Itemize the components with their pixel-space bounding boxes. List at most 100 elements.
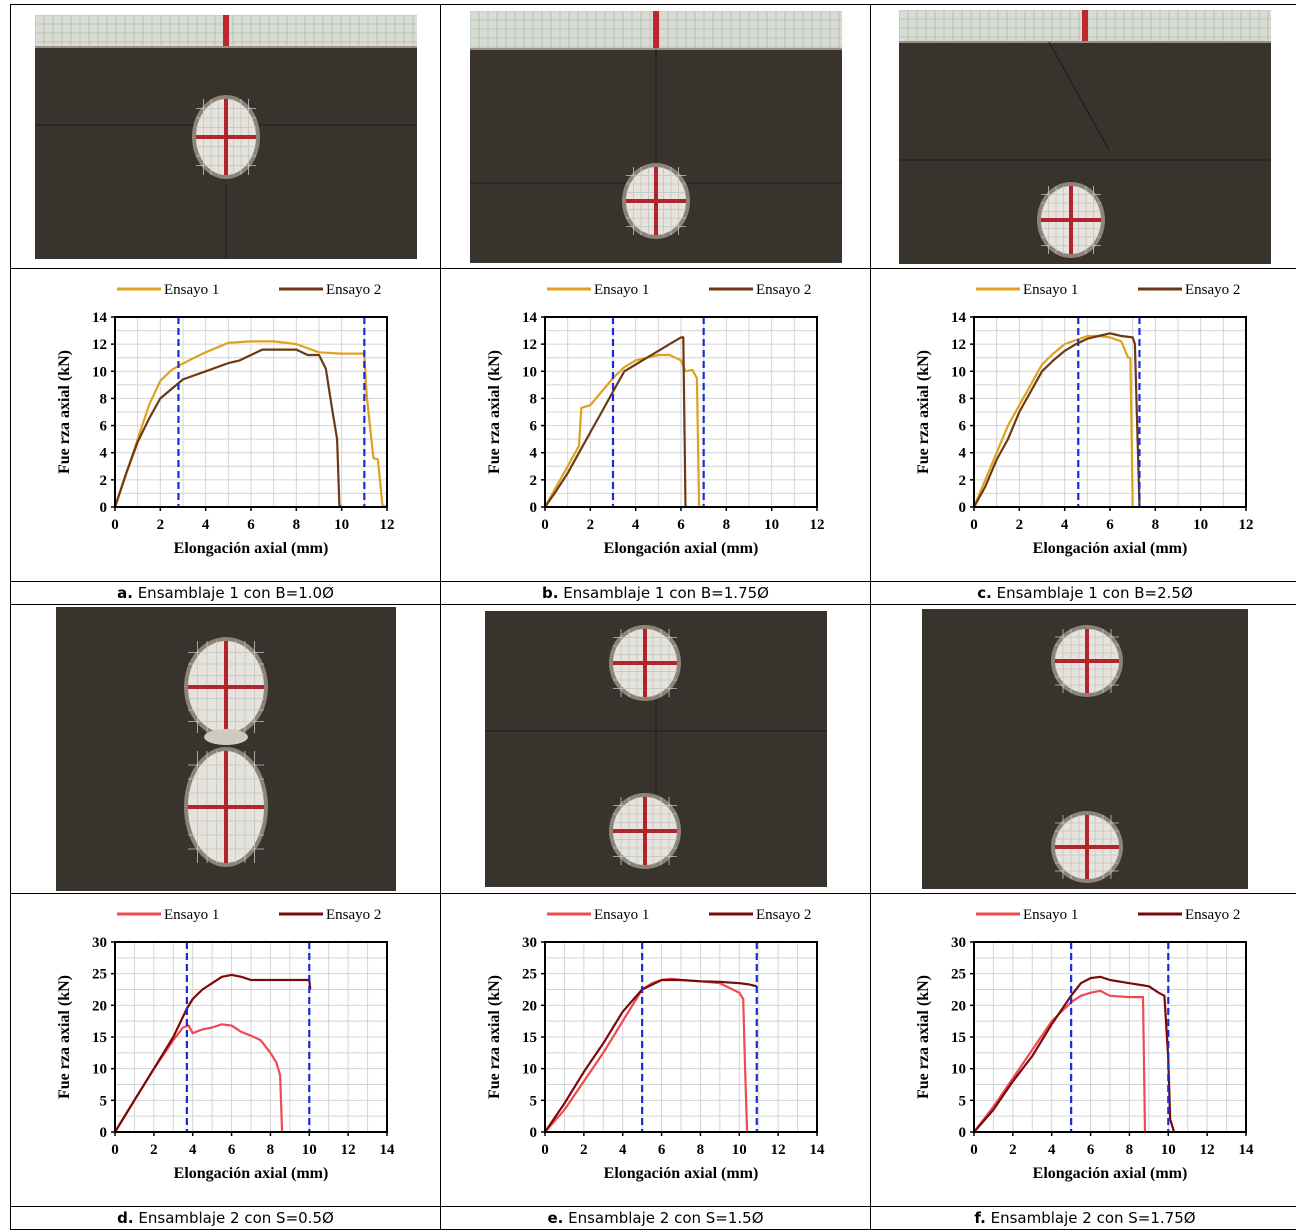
- y-tick-label: 10: [92, 1062, 107, 1078]
- y-tick-label: 30: [92, 935, 107, 951]
- bolt-hole-upper: [1051, 625, 1123, 697]
- y-tick-label: 4: [529, 446, 537, 462]
- chart-cell: Ensayo 1 Ensayo 2 0 2 4 6 8 10 12 14 0 5 10 15 20 25 30 E…: [870, 893, 1296, 1207]
- y-tick-label: 5: [959, 1093, 967, 1109]
- caption-a: a. Ensamblaje 1 con B=1.0Ø: [10, 581, 441, 605]
- y-tick-label: 0: [959, 500, 967, 516]
- x-tick-label: 4: [1048, 1142, 1056, 1158]
- y-tick-label: 20: [92, 998, 107, 1014]
- x-tick-label: 12: [809, 517, 824, 533]
- x-axis-label: Elongación axial (mm): [173, 1165, 328, 1182]
- x-tick-label: 12: [1239, 517, 1254, 533]
- x-tick-label: 6: [227, 1142, 235, 1158]
- x-tick-label: 10: [1193, 517, 1208, 533]
- bolt-hole: [191, 94, 260, 179]
- x-tick-label: 8: [266, 1142, 274, 1158]
- caption-e: e. Ensamblaje 2 con S=1.5Ø: [440, 1206, 871, 1230]
- specimen-photo-a: [34, 14, 417, 259]
- red-marker: [222, 14, 229, 47]
- y-tick-label: 6: [959, 419, 967, 435]
- chart-a: Ensayo 1 Ensayo 2 0 2 4 6 8 10 12 0 2 4 6 8 10 12 14 Elon…: [56, 282, 395, 557]
- photo-cell: [10, 604, 441, 894]
- specimen-photo-c: [899, 9, 1271, 264]
- legend-label: Ensayo 2: [1185, 282, 1240, 298]
- x-tick-label: 4: [631, 517, 639, 533]
- y-tick-label: 0: [99, 500, 107, 516]
- y-tick-label: 10: [522, 364, 537, 380]
- x-axis-label: Elongación axial (mm): [173, 540, 328, 557]
- caption-text: Ensamblaje 1 con B=1.0Ø: [137, 584, 334, 602]
- y-tick-label: 6: [529, 419, 537, 435]
- chart-d: Ensayo 1 Ensayo 2 0 2 4 6 8 10 12 14 0 5 10 15 20 25 30 E…: [56, 907, 395, 1182]
- y-tick-label: 2: [99, 473, 107, 489]
- y-tick-label: 2: [529, 473, 537, 489]
- y-tick-label: 0: [99, 1125, 107, 1141]
- series-line: [543, 977, 748, 1133]
- caption-c: c. Ensamblaje 1 con B=2.5Ø: [870, 581, 1296, 605]
- photo-cell: [870, 4, 1296, 269]
- series-line: [543, 978, 757, 1133]
- legend-label: Ensayo 1: [164, 907, 219, 923]
- series-line: [543, 353, 700, 508]
- y-tick-label: 25: [951, 967, 966, 983]
- x-tick-label: 0: [111, 1142, 119, 1158]
- legend-label: Ensayo 2: [756, 282, 811, 298]
- x-axis-label: Elongación axial (mm): [1033, 1165, 1188, 1182]
- x-tick-label: 2: [156, 517, 164, 533]
- photo-cell: [870, 604, 1296, 894]
- photo-cell: [10, 4, 441, 269]
- caption-f: f. Ensamblaje 2 con S=1.75Ø: [870, 1206, 1296, 1230]
- x-tick-label: 8: [696, 1142, 704, 1158]
- x-tick-label: 6: [1087, 1142, 1095, 1158]
- y-axis-label: Fue rza axial (kN): [486, 350, 503, 474]
- caption-text: Ensamblaje 1 con B=2.5Ø: [996, 584, 1193, 602]
- caption-text: Ensamblaje 2 con S=1.5Ø: [568, 1209, 764, 1227]
- x-tick-label: 12: [770, 1142, 785, 1158]
- y-tick-label: 20: [951, 998, 966, 1014]
- legend-label: Ensayo 2: [756, 907, 811, 923]
- y-tick-label: 14: [951, 310, 967, 326]
- x-tick-label: 12: [379, 517, 394, 533]
- x-tick-label: 0: [970, 517, 978, 533]
- y-tick-label: 8: [959, 391, 967, 407]
- bolt-hole-upper: [608, 625, 681, 701]
- series-line: [972, 334, 1134, 508]
- x-tick-label: 8: [1126, 1142, 1134, 1158]
- x-tick-label: 8: [722, 517, 730, 533]
- x-tick-label: 4: [618, 1142, 626, 1158]
- x-tick-label: 0: [541, 1142, 549, 1158]
- y-tick-label: 20: [522, 998, 537, 1014]
- series-line: [973, 332, 1141, 508]
- x-tick-label: 4: [1061, 517, 1069, 533]
- caption-letter: f.: [974, 1209, 986, 1227]
- x-tick-label: 6: [1106, 517, 1114, 533]
- y-tick-label: 8: [529, 391, 537, 407]
- series-line: [113, 340, 387, 509]
- deformed-ligament: [203, 729, 248, 745]
- legend-label: Ensayo 1: [1023, 907, 1078, 923]
- x-tick-label: 0: [970, 1142, 978, 1158]
- y-tick-label: 25: [92, 967, 107, 983]
- legend-label: Ensayo 2: [1185, 907, 1240, 923]
- caption-d: d. Ensamblaje 2 con S=0.5Ø: [10, 1206, 441, 1230]
- legend-label: Ensayo 1: [594, 282, 649, 298]
- chart-cell: Ensayo 1 Ensayo 2 0 2 4 6 8 10 12 14 0 5 10 15 20 25 30 E…: [440, 893, 871, 1207]
- x-tick-label: 10: [1161, 1142, 1176, 1158]
- figure-table: Ensayo 1 Ensayo 2 0 2 4 6 8 10 12 0 2 4 6 8 10 12 14 Elon…: [10, 4, 1296, 1230]
- x-tick-label: 10: [334, 517, 349, 533]
- y-tick-label: 5: [529, 1093, 537, 1109]
- y-tick-label: 14: [522, 310, 538, 326]
- x-tick-label: 2: [586, 517, 594, 533]
- series-line: [543, 336, 687, 508]
- y-axis-label: Fue rza axial (kN): [915, 975, 932, 1099]
- chart-cell: Ensayo 1 Ensayo 2 0 2 4 6 8 10 12 0 2 4 6 8 10 12 14 Elon…: [10, 268, 441, 582]
- legend-label: Ensayo 2: [326, 282, 381, 298]
- legend-label: Ensayo 1: [164, 282, 219, 298]
- x-tick-label: 8: [292, 517, 300, 533]
- y-tick-label: 15: [92, 1030, 107, 1046]
- y-axis-label: Fue rza axial (kN): [56, 975, 73, 1099]
- caption-letter: b.: [542, 584, 559, 602]
- y-tick-label: 6: [99, 419, 107, 435]
- legend-label: Ensayo 2: [326, 907, 381, 923]
- series-line: [973, 989, 1147, 1133]
